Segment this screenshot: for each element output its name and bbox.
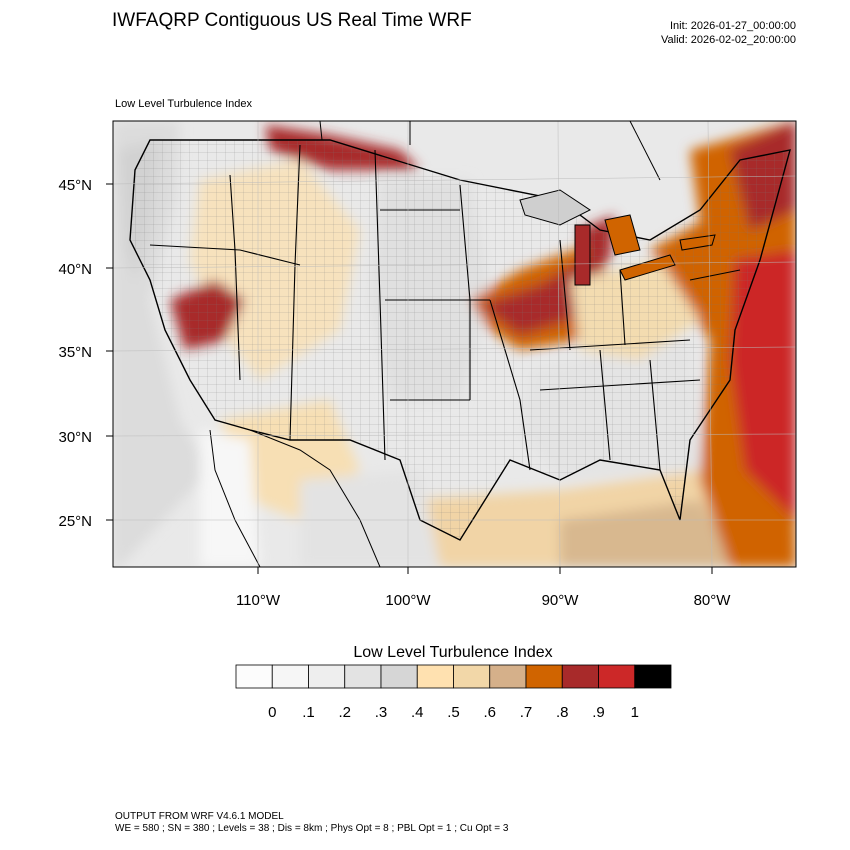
us-outline: [129, 139, 791, 541]
lon-label-90: 90°W: [542, 592, 580, 609]
lake-huron: [604, 214, 641, 256]
international-borders: [209, 121, 661, 567]
colorbar-title: Low Level Turbulence Index: [353, 644, 553, 661]
colorbar-label-6: .6: [483, 704, 496, 721]
lake-superior: [519, 189, 591, 226]
colorbar: [235, 664, 672, 689]
colorbar-box-9: [561, 664, 599, 689]
lat-label-45: 45°N: [58, 177, 92, 194]
field-label: Low Level Turbulence Index: [115, 98, 252, 110]
colorbar-label-4: .4: [410, 704, 424, 721]
colorbar-label-3: .3: [374, 704, 388, 721]
lat-ticks: [106, 183, 113, 521]
colorbar-box-7: [489, 664, 527, 689]
colorbar-label-8: .8: [555, 704, 569, 721]
colorbar-box-4: [380, 664, 418, 689]
colorbar-box-8: [525, 664, 563, 689]
colorbar-label-1: .1: [302, 704, 315, 721]
colorbar-box-2: [308, 664, 346, 689]
lat-label-35: 35°N: [58, 344, 92, 361]
map-frame: [112, 120, 797, 568]
init-time: Init: 2026-01-27_00:00:00: [670, 20, 796, 32]
colorbar-box-5: [416, 664, 454, 689]
colorbar-box-6: [453, 664, 491, 689]
lake-michigan: [574, 224, 591, 286]
lake-ontario: [679, 234, 716, 251]
colorbar-label-2: .2: [338, 704, 351, 721]
state-borders: [149, 144, 741, 471]
main-title: IWFAQRP Contiguous US Real Time WRF: [112, 10, 472, 31]
colorbar-box-10: [598, 664, 636, 689]
lon-label-80: 80°W: [694, 592, 732, 609]
footer-config: WE = 580 ; SN = 380 ; Levels = 38 ; Dis …: [115, 823, 509, 834]
colorbar-label-5: .5: [447, 704, 460, 721]
colorbar-label-7: .7: [519, 704, 533, 721]
valid-time: Valid: 2026-02-02_20:00:00: [661, 34, 796, 46]
lat-label-30: 30°N: [58, 429, 92, 446]
colorbar-label-9: .9: [592, 704, 605, 721]
graticule: [113, 121, 796, 567]
colorbar-box-11: [634, 664, 672, 689]
lat-label-40: 40°N: [58, 261, 92, 278]
lon-label-100: 100°W: [385, 592, 431, 609]
lon-ticks: [257, 567, 713, 574]
colorbar-box-0: [235, 664, 273, 689]
footer-model: OUTPUT FROM WRF V4.6.1 MODEL: [115, 811, 284, 822]
colorbar-label-0: 0: [268, 704, 277, 721]
colorbar-label-10: 1: [630, 704, 639, 721]
lon-label-110: 110°W: [236, 592, 281, 609]
colorbar-box-3: [344, 664, 382, 689]
lake-erie: [619, 254, 676, 281]
map-area: [113, 121, 796, 567]
colorbar-box-1: [271, 664, 309, 689]
lat-label-25: 25°N: [58, 513, 92, 530]
